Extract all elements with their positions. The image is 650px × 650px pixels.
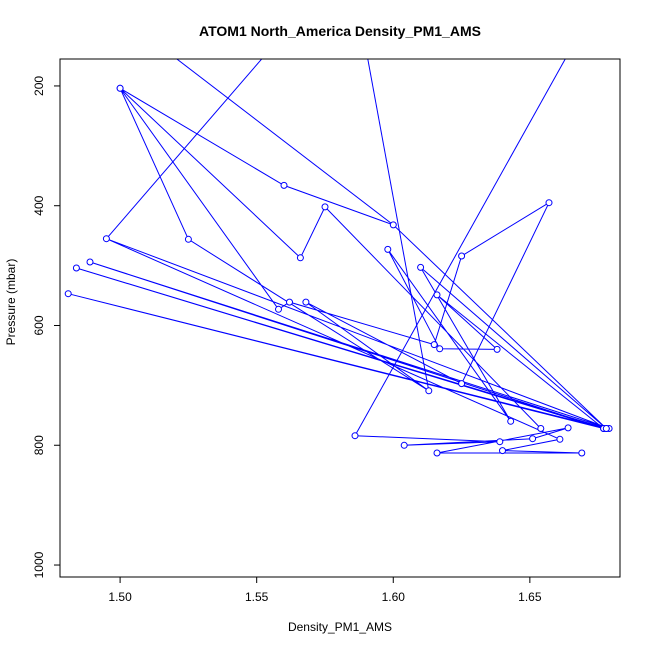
data-point	[64, 290, 72, 298]
data-point	[184, 235, 192, 243]
data-point	[280, 181, 288, 189]
data-point	[493, 345, 501, 353]
data-point	[458, 252, 466, 260]
data-point	[116, 84, 124, 92]
data-point	[556, 435, 564, 443]
data-point	[296, 254, 304, 262]
data-point	[433, 291, 441, 299]
data-point	[86, 258, 94, 266]
x-tick-label: 1.65	[518, 590, 542, 604]
data-point	[351, 432, 359, 440]
y-tick-label: 800	[32, 435, 46, 455]
data-point	[433, 449, 441, 457]
data-point	[436, 345, 444, 353]
data-point	[72, 264, 80, 272]
data-point	[102, 235, 110, 243]
y-tick-label: 1000	[32, 551, 46, 578]
data-point	[400, 441, 408, 449]
data-point	[507, 417, 515, 425]
data-point	[430, 341, 438, 349]
y-tick-label: 600	[32, 315, 46, 335]
y-tick-label: 400	[32, 195, 46, 215]
y-tick-label: 200	[32, 76, 46, 96]
chart-title: ATOM1 North_America Density_PM1_AMS	[199, 23, 481, 39]
data-point	[275, 305, 282, 313]
series-line-segment-2	[367, 59, 430, 391]
plot-frame	[59, 58, 621, 578]
series-line-segment-3	[354, 59, 566, 436]
data-point	[496, 438, 504, 446]
series-line-segment-0	[176, 59, 394, 226]
data-point	[417, 263, 425, 271]
data-point	[384, 245, 392, 253]
data-point	[286, 298, 293, 306]
data-point	[302, 298, 310, 306]
data-point	[602, 425, 610, 432]
data-point	[545, 199, 553, 207]
data-point	[499, 447, 506, 455]
x-tick-label: 1.60	[382, 590, 406, 604]
series-line-segment-1	[106, 59, 263, 239]
data-point	[564, 424, 572, 432]
data-point	[425, 387, 433, 395]
data-point	[537, 425, 545, 432]
x-tick-label: 1.50	[108, 590, 132, 604]
data-point	[529, 435, 537, 443]
y-axis: 200 400 600 800 1000	[32, 76, 60, 578]
x-axis: 1.50 1.55 1.60 1.65	[108, 577, 542, 604]
data-point	[389, 221, 397, 229]
data-point	[458, 380, 466, 388]
series-line	[68, 87, 610, 454]
y-axis-label: Pressure (mbar)	[4, 259, 18, 346]
x-axis-label: Density_PM1_AMS	[288, 620, 392, 634]
data-point	[578, 449, 586, 457]
x-tick-label: 1.55	[245, 590, 269, 604]
data-point	[321, 203, 329, 211]
